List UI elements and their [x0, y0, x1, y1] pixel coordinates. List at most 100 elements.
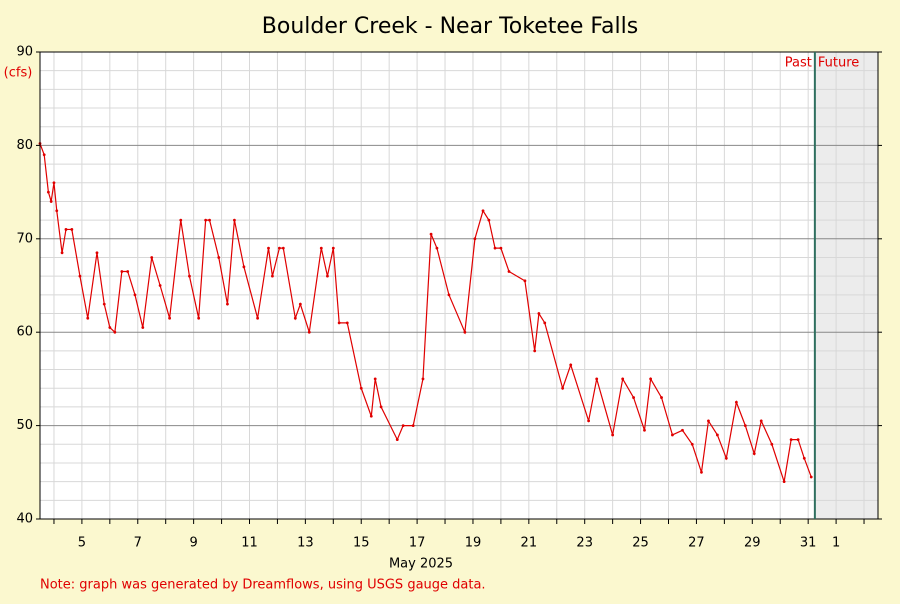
point [78, 274, 82, 278]
point [561, 386, 565, 390]
x-tick-label: 7 [134, 536, 142, 551]
point [533, 349, 537, 353]
point [46, 190, 50, 194]
point [256, 316, 260, 320]
point [611, 433, 615, 437]
point [217, 256, 221, 259]
point [326, 274, 329, 278]
point [49, 200, 53, 203]
x-tick-label: 1 [832, 536, 840, 551]
marks [38, 142, 813, 484]
point [463, 330, 467, 334]
point [681, 428, 684, 432]
point [411, 424, 415, 427]
y-tick-label: 80 [16, 138, 33, 153]
point [401, 424, 405, 427]
point [60, 251, 64, 255]
point [373, 377, 377, 381]
point [208, 218, 211, 222]
point [52, 181, 56, 185]
x-tick-label: 17 [409, 536, 426, 551]
future-label: Future [818, 56, 859, 71]
point [724, 456, 728, 460]
point [796, 438, 800, 442]
point [643, 428, 646, 432]
point [281, 246, 285, 250]
point [493, 246, 497, 250]
future-shade [814, 52, 878, 519]
point [108, 326, 112, 329]
plot-area [40, 52, 878, 519]
point [507, 270, 511, 273]
x-tick-label: 23 [576, 536, 593, 551]
y-axis-label: (cfs) [4, 66, 33, 81]
point [523, 279, 527, 283]
point [789, 438, 793, 442]
point [802, 456, 806, 460]
point [759, 419, 763, 423]
point [345, 321, 349, 325]
point [569, 363, 573, 367]
point [102, 302, 106, 306]
point [271, 274, 274, 278]
point [359, 386, 363, 390]
point [150, 256, 154, 259]
point [435, 246, 439, 250]
x-tick-label: 13 [297, 536, 314, 551]
point [298, 302, 302, 306]
point [537, 312, 541, 315]
point [120, 270, 124, 273]
point [770, 442, 774, 446]
point [632, 396, 635, 399]
x-tick-label: 15 [353, 536, 370, 551]
y-tick-label: 90 [16, 45, 33, 60]
point [487, 218, 491, 222]
point [447, 293, 451, 297]
x-axis-label: May 2025 [389, 557, 453, 572]
point [188, 274, 191, 278]
point [734, 400, 738, 404]
x-tick-label: 29 [744, 536, 761, 551]
point [473, 237, 477, 241]
point [369, 414, 373, 418]
point [395, 438, 399, 442]
point [126, 270, 130, 273]
note: Note: graph was generated by Dreamflows,… [40, 578, 486, 593]
point [204, 218, 208, 222]
point [293, 316, 297, 320]
chart-title: Boulder Creek - Near Toketee Falls [262, 14, 638, 39]
point [481, 209, 485, 213]
point [715, 433, 719, 437]
point [587, 419, 591, 423]
point [95, 251, 99, 255]
point [690, 442, 694, 446]
point [543, 321, 547, 325]
point [277, 246, 281, 250]
point [660, 396, 663, 399]
point [331, 246, 335, 250]
point [267, 246, 270, 250]
x-tick-label: 25 [632, 536, 649, 551]
x-tick-label: 31 [800, 536, 817, 551]
point [226, 302, 229, 306]
point [707, 419, 710, 423]
point [307, 330, 311, 334]
point [133, 293, 137, 297]
point [42, 153, 46, 157]
point [179, 218, 183, 222]
point [595, 377, 599, 381]
point [337, 321, 341, 325]
x-tick-label: 27 [688, 536, 705, 551]
point [621, 377, 625, 381]
x-tick-label: 11 [241, 536, 258, 551]
point [319, 246, 323, 250]
point [429, 232, 433, 236]
y-tick-label: 40 [16, 512, 33, 527]
point [55, 209, 59, 213]
past-label: Past [785, 56, 812, 71]
point [233, 218, 236, 222]
point [499, 246, 503, 250]
point [158, 284, 162, 287]
